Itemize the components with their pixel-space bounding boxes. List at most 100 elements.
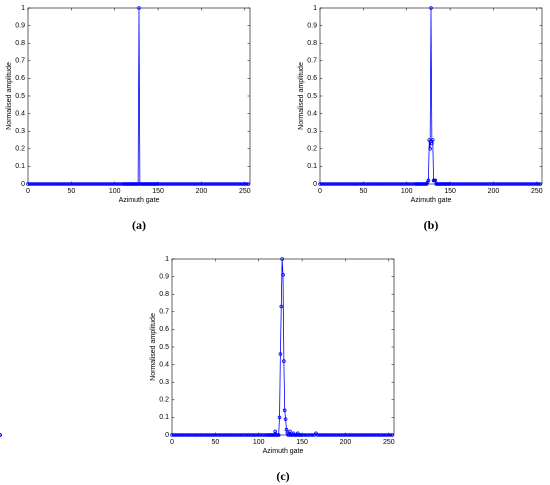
data-point [284, 427, 289, 432]
data-point [163, 182, 167, 186]
data-point [185, 182, 190, 186]
data-point [45, 182, 49, 186]
data-point [391, 182, 395, 186]
data-point [216, 182, 221, 186]
data-point [493, 182, 497, 186]
data-point [227, 433, 232, 437]
data-point [388, 433, 393, 437]
data-point [31, 182, 36, 186]
y-tick-label: 0.9 [307, 22, 317, 29]
data-point [99, 182, 103, 186]
panel-label: (b) [424, 218, 439, 232]
y-tick-label: 0.5 [307, 93, 317, 100]
y-tick-label: 0.2 [15, 146, 25, 153]
data-point [27, 182, 32, 186]
data-point [399, 182, 404, 186]
data-point [105, 182, 110, 186]
data-point [246, 182, 251, 186]
data-point [344, 182, 348, 186]
data-point [477, 182, 482, 186]
y-tick-label: 0.3 [159, 379, 169, 386]
data-point [76, 182, 81, 186]
data-point [382, 182, 386, 186]
data-point [234, 433, 238, 437]
data-point [112, 182, 117, 186]
data-point [173, 182, 178, 186]
y-tick-label: 0.1 [15, 163, 25, 170]
y-tick-label: 0.7 [307, 58, 317, 65]
data-point [34, 182, 39, 186]
data-point [496, 182, 501, 186]
data-point [528, 182, 532, 186]
data-point [428, 147, 432, 151]
data-point [192, 433, 197, 437]
data-point [241, 433, 245, 437]
data-point [424, 182, 429, 186]
data-point [204, 182, 209, 186]
data-point [355, 433, 360, 437]
data-point [383, 433, 388, 437]
data-point [260, 433, 264, 437]
series-line [320, 7, 541, 185]
data-point [180, 433, 185, 437]
y-tick-label: 0 [21, 181, 25, 188]
y-tick-label: 0.4 [159, 361, 169, 368]
data-point [206, 433, 211, 437]
data-point [498, 182, 503, 186]
data-point [85, 182, 89, 186]
data-point [248, 433, 252, 437]
y-tick-label: 0.1 [307, 163, 317, 170]
data-point [474, 182, 478, 186]
data-point [529, 182, 534, 186]
y-tick-label: 0.5 [159, 344, 169, 351]
x-axis-label: Azimuth gate [119, 197, 160, 204]
data-point [389, 182, 393, 186]
data-point [222, 433, 226, 437]
data-point [171, 182, 176, 186]
data-point [430, 138, 435, 142]
y-axis-label: Normalised amplitude [298, 62, 305, 130]
data-point [502, 182, 506, 186]
data-point [282, 408, 287, 413]
y-tick-label: 0.2 [159, 397, 169, 404]
data-point [303, 433, 308, 437]
data-point [451, 182, 456, 186]
data-point [488, 182, 492, 186]
data-point [373, 182, 378, 186]
data-point [187, 182, 192, 186]
data-point [234, 182, 238, 186]
x-axis-label: Azimuth gate [263, 448, 304, 455]
data-point [199, 182, 204, 186]
data-point [86, 182, 91, 186]
data-point [283, 417, 288, 421]
data-point [92, 182, 96, 186]
data-point [102, 182, 107, 186]
data-point [367, 433, 372, 437]
data-point [324, 433, 329, 437]
data-point [378, 182, 383, 186]
data-point [223, 433, 228, 437]
data-point [519, 182, 523, 186]
data-point [215, 182, 219, 186]
data-point [350, 433, 355, 437]
data-point [380, 433, 384, 437]
data-point [280, 257, 284, 261]
data-point [109, 182, 114, 186]
data-point [328, 182, 333, 186]
data-point [326, 433, 330, 437]
data-point [339, 182, 343, 186]
data-point [392, 182, 397, 186]
data-point [328, 433, 332, 437]
data-point [197, 433, 202, 437]
data-point [88, 182, 93, 186]
data-point [505, 182, 510, 186]
data-point [201, 433, 206, 437]
y-tick-label: 0.5 [15, 93, 25, 100]
data-point [315, 433, 320, 437]
y-tick-label: 0.4 [15, 110, 25, 117]
data-point [180, 182, 185, 186]
data-point [187, 433, 192, 437]
data-point [237, 433, 242, 437]
x-axis-label: Azimuth gate [411, 197, 452, 204]
data-point [394, 182, 399, 186]
